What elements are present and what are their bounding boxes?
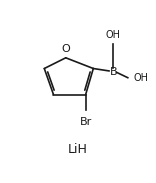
Text: Br: Br bbox=[80, 117, 92, 127]
Text: LiH: LiH bbox=[68, 143, 88, 156]
Text: OH: OH bbox=[106, 30, 121, 40]
Text: O: O bbox=[61, 44, 70, 54]
Text: B: B bbox=[109, 67, 117, 76]
Text: OH: OH bbox=[133, 74, 148, 83]
